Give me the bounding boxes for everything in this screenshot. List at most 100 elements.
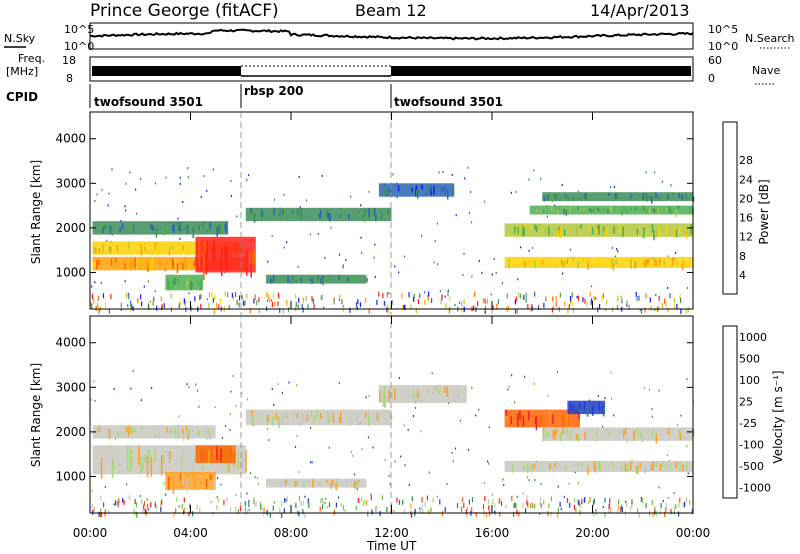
power-speckle	[680, 297, 682, 303]
power-scatter-point	[139, 178, 142, 181]
velocity-scatter-point	[147, 508, 150, 511]
power-scatter-point	[396, 196, 398, 199]
power-band-texture	[560, 228, 562, 239]
power-scatter-point	[468, 212, 471, 215]
power-scatter-point	[462, 274, 464, 276]
velocity-speckle	[550, 496, 552, 502]
power-speckle	[673, 304, 676, 310]
velocity-band-texture	[388, 389, 390, 402]
velocity-band-texture	[162, 454, 164, 465]
velocity-band-texture	[251, 415, 254, 426]
velocity-band-texture	[593, 461, 596, 469]
power-band-texture	[658, 195, 660, 202]
velocity-scatter-point	[514, 401, 516, 404]
power-speckle	[208, 303, 210, 309]
freq-band-3	[391, 66, 691, 76]
power-band-texture	[655, 260, 658, 267]
n-search-tick-bottom: 10^0	[708, 40, 738, 53]
power-band-texture	[591, 227, 594, 235]
velocity-band-texture	[98, 425, 101, 432]
power-speckle	[449, 296, 451, 302]
power-scatter-point	[626, 304, 628, 307]
velocity-echo-band	[567, 400, 606, 415]
velocity-band-texture	[123, 429, 125, 437]
power-band-texture	[172, 223, 174, 231]
velocity-band-texture	[633, 430, 635, 441]
velocity-band-texture	[310, 411, 313, 417]
velocity-scatter-point	[326, 506, 328, 509]
velocity-band-texture	[535, 416, 538, 430]
power-band-texture	[634, 207, 636, 211]
power-band-texture	[692, 196, 695, 202]
power-speckle	[497, 299, 500, 305]
power-band-texture	[415, 185, 418, 190]
power-speckle	[473, 305, 475, 311]
velocity-band-texture	[383, 387, 386, 396]
velocity-band-texture	[522, 416, 525, 427]
velocity-speckle	[518, 511, 520, 517]
power-band-texture	[292, 210, 294, 215]
velocity-scatter-point	[507, 388, 509, 391]
power-band-texture	[639, 196, 642, 200]
power-scatter-point	[577, 190, 579, 193]
power-speckle	[98, 308, 100, 314]
power-band-texture	[607, 209, 609, 213]
velocity-scatter-point	[687, 472, 689, 475]
velocity-band-texture	[552, 414, 554, 425]
velocity-band-texture	[229, 448, 231, 458]
power-speckle	[305, 295, 307, 301]
velocity-band-texture	[193, 473, 195, 487]
velocity-speckle	[260, 505, 262, 511]
power-band-texture	[171, 279, 174, 289]
velocity-band-texture	[505, 409, 507, 416]
velocity-scatter-point	[273, 501, 276, 504]
velocity-colorbar-tick: 25	[739, 395, 753, 408]
power-band-texture	[411, 188, 413, 193]
velocity-speckle	[468, 499, 470, 505]
power-band-texture	[551, 206, 553, 212]
power-band-texture	[546, 194, 549, 201]
power-band-texture	[188, 262, 190, 271]
velocity-scatter-point	[676, 423, 678, 426]
power-speckle	[568, 304, 570, 310]
velocity-speckle	[489, 511, 491, 517]
velocity-speckle	[682, 503, 684, 508]
power-band-texture	[326, 211, 329, 218]
nave-label: Nave	[752, 64, 780, 77]
velocity-scatter-point	[451, 451, 453, 454]
power-scatter-point	[248, 174, 250, 177]
velocity-band-texture	[591, 405, 594, 416]
power-speckle	[530, 307, 532, 313]
velocity-speckle	[514, 502, 516, 508]
velocity-speckle	[577, 499, 579, 505]
velocity-band-texture	[295, 480, 297, 487]
power-speckle	[525, 297, 527, 303]
power-speckle	[258, 308, 260, 314]
velocity-speckle	[617, 504, 620, 510]
power-scatter-point	[546, 215, 548, 218]
velocity-band-texture	[624, 464, 627, 473]
velocity-band-texture	[174, 427, 176, 436]
power-band-texture	[124, 262, 126, 270]
velocity-scatter-point	[281, 391, 283, 394]
velocity-band-texture	[350, 479, 353, 484]
n-sky-series	[89, 28, 694, 41]
velocity-scatter-point	[368, 395, 370, 398]
power-band-texture	[563, 261, 565, 268]
power-band-texture	[671, 192, 674, 196]
velocity-speckle	[147, 503, 149, 509]
velocity-scatter-point	[454, 447, 457, 450]
power-band-texture	[184, 258, 186, 265]
velocity-scatter-point	[508, 385, 510, 388]
power-band-texture	[613, 206, 616, 212]
velocity-scatter-point	[338, 381, 340, 384]
velocity-speckle	[283, 508, 285, 514]
power-band-texture	[159, 260, 161, 266]
velocity-scatter-point	[113, 503, 115, 506]
power-band-texture	[174, 278, 176, 285]
power-scatter-point	[424, 291, 426, 294]
power-band-texture	[582, 257, 585, 263]
velocity-speckle	[529, 503, 531, 509]
power-speckle	[357, 299, 359, 305]
velocity-scatter-point	[361, 448, 363, 451]
